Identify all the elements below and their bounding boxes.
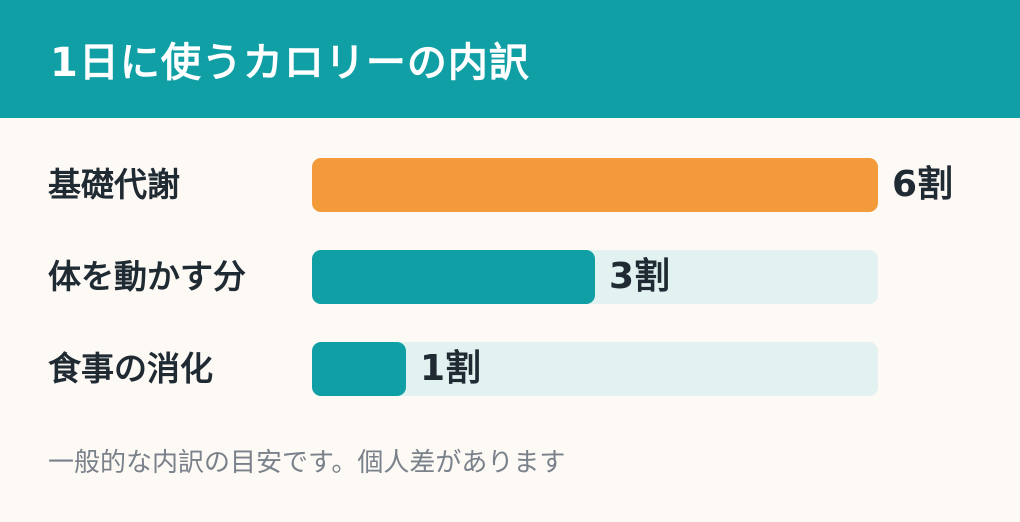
page-title: 1日に使うカロリーの内訳 — [50, 40, 530, 86]
header-banner: 1日に使うカロリーの内訳 — [0, 0, 1020, 118]
bar-fill — [312, 342, 406, 396]
bar-track: 6割 — [312, 158, 953, 212]
bar-row: 食事の消化 1割 — [0, 342, 1020, 396]
bar-value-label: 3割 — [609, 256, 671, 297]
bar-category-label: 基礎代謝 — [48, 165, 180, 204]
bar-track: 3割 — [312, 250, 878, 304]
bar-track: 1割 — [312, 342, 878, 396]
bar-fill — [312, 250, 595, 304]
bar-row: 基礎代謝 6割 — [0, 158, 1020, 212]
bar-value-label: 6割 — [892, 164, 954, 205]
bar-value-label: 1割 — [420, 348, 482, 389]
bar-category-label: 食事の消化 — [48, 349, 213, 388]
bar-category-label: 体を動かす分 — [48, 257, 246, 296]
bar-row: 体を動かす分 3割 — [0, 250, 1020, 304]
bar-fill — [312, 158, 878, 212]
calorie-breakdown-chart: 基礎代謝 6割体を動かす分 3割食事の消化 1割 — [0, 118, 1020, 458]
footnote: 一般的な内訳の目安です。個人差があります — [48, 448, 566, 478]
